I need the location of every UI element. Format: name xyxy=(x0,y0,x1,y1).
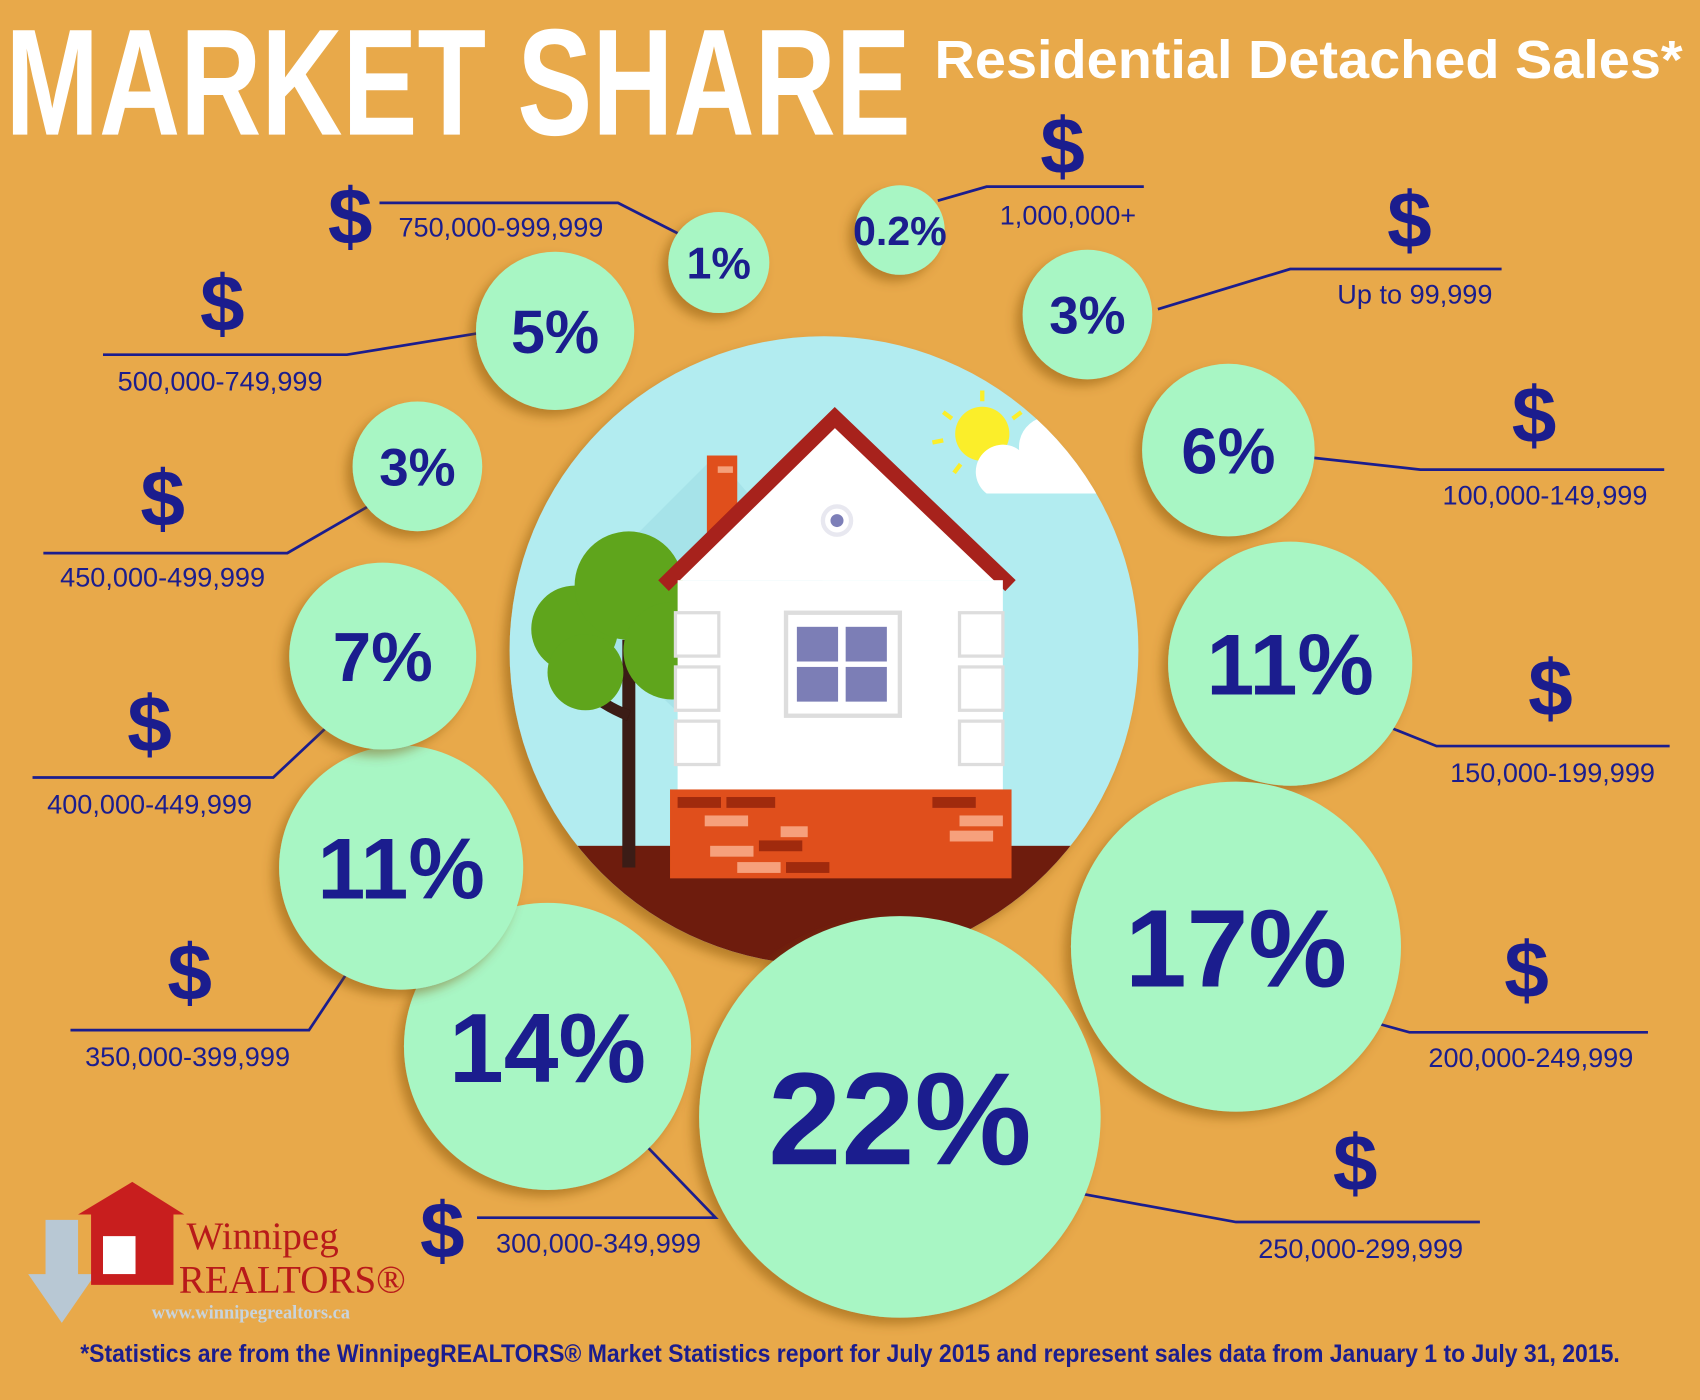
dollar-sign: $ xyxy=(420,1185,465,1275)
price-range-label: 500,000-749,999 xyxy=(118,365,323,396)
value-label: 7% xyxy=(333,618,433,696)
bubbles: 3% Up to 99,999 $6% 100,000-149,999 $11% 150,… xyxy=(32,101,1670,1318)
logo: Winnipeg REALTORS® www.winnipegrealtors.… xyxy=(28,1181,406,1323)
bubble xyxy=(1022,249,1153,380)
leader-line xyxy=(937,185,1144,203)
leader-line xyxy=(1045,1186,1480,1224)
leader-line xyxy=(379,201,679,235)
dollar-sign: $ xyxy=(127,678,172,768)
price-range-label: 350,000-399,999 xyxy=(85,1041,290,1072)
dollar-sign: $ xyxy=(1528,643,1573,733)
price-range-label: 100,000-149,999 xyxy=(1443,479,1648,510)
dollar-sign: $ xyxy=(1504,925,1549,1015)
dollar-sign: $ xyxy=(167,927,212,1017)
price-range-label: 200,000-249,999 xyxy=(1428,1042,1633,1073)
price-range-label: 400,000-449,999 xyxy=(47,788,252,819)
dollar-sign: $ xyxy=(1512,370,1557,460)
value-label: 14% xyxy=(449,993,646,1103)
title: MARKET SHARE xyxy=(5,0,910,168)
leader-line xyxy=(1157,267,1502,311)
dollar-sign: $ xyxy=(200,258,245,348)
price-range-label: 1,000,000+ xyxy=(1000,200,1136,231)
value-label: 17% xyxy=(1125,888,1347,1011)
bubble xyxy=(1070,781,1401,1112)
bubble xyxy=(1142,363,1315,537)
bubble xyxy=(475,251,635,410)
dollar-sign: $ xyxy=(1040,101,1085,191)
subtitle: Residential Detached Sales* xyxy=(935,30,1684,90)
dollar-sign: $ xyxy=(328,171,373,261)
bubble xyxy=(699,916,1101,1318)
bubble xyxy=(279,745,524,990)
price-range-label: 150,000-199,999 xyxy=(1450,757,1655,788)
leader-line xyxy=(32,709,346,779)
value-label: 3% xyxy=(379,438,455,497)
bubble xyxy=(289,562,477,750)
bubble xyxy=(352,401,483,532)
value-label: 6% xyxy=(1181,415,1275,488)
dollar-sign: $ xyxy=(1387,174,1432,264)
value-label: 11% xyxy=(1207,618,1374,714)
bubble xyxy=(668,212,770,314)
leader-line xyxy=(102,329,494,357)
leader-line xyxy=(477,1126,719,1220)
bubble xyxy=(403,902,692,1190)
price-range-label: 450,000-499,999 xyxy=(60,562,265,593)
logo-url: www.winnipegrealtors.ca xyxy=(152,1303,350,1323)
value-label: 11% xyxy=(317,821,484,917)
bubble xyxy=(1168,541,1413,786)
dollar-sign: $ xyxy=(1333,1118,1378,1208)
footnote: *Statistics are from the WinnipegREALTOR… xyxy=(80,1340,1620,1368)
leader-line xyxy=(1292,454,1665,471)
value-label: 3% xyxy=(1049,287,1125,346)
dollar-sign: $ xyxy=(140,453,185,543)
logo-name: Winnipeg xyxy=(186,1215,338,1258)
price-range-label: 250,000-299,999 xyxy=(1258,1233,1463,1264)
logo-brand: REALTORS® xyxy=(179,1259,406,1302)
leader-line xyxy=(43,495,386,555)
value-label: 1% xyxy=(687,240,751,289)
value-label: 0.2% xyxy=(853,208,947,254)
value-label: 22% xyxy=(768,1045,1031,1192)
value-label: 5% xyxy=(511,298,599,366)
bubble xyxy=(855,185,945,275)
price-range-label: 300,000-349,999 xyxy=(496,1227,701,1258)
price-range-label: 750,000-999,999 xyxy=(398,212,603,243)
price-range-label: Up to 99,999 xyxy=(1337,279,1492,310)
